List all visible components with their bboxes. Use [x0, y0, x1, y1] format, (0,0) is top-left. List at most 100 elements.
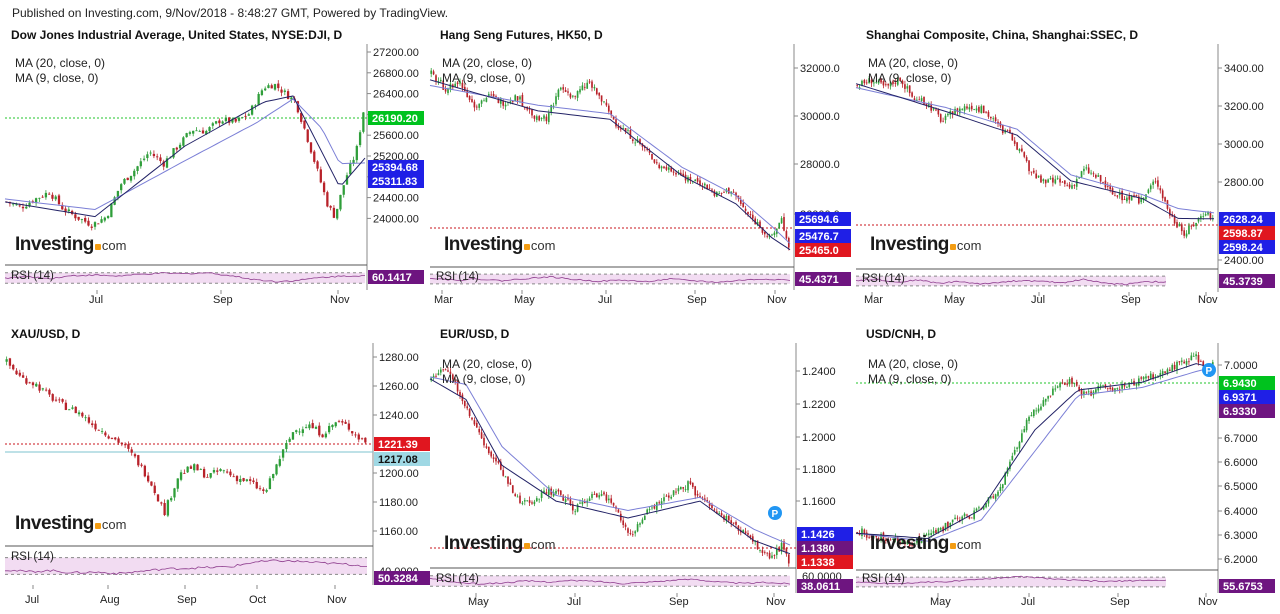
candle-body — [1023, 152, 1026, 157]
candle-body — [880, 78, 882, 83]
candle-body — [354, 434, 357, 436]
chart-svg-eurusd[interactable]: 1.24001.22001.20001.18001.160060.000038.… — [429, 327, 853, 612]
chart-panel-hk50[interactable]: 32000.030000.028000.026000.045.437125694… — [429, 28, 851, 306]
candle-body — [894, 537, 897, 540]
candle-body — [519, 96, 521, 100]
candle-body — [1121, 191, 1123, 201]
candle-body — [21, 206, 25, 209]
chart-svg-usdcnh[interactable]: 7.0000 6.7000 6.6000 6.5000 6.4000 6.3000 6.20… — [855, 327, 1276, 612]
candle-body — [295, 430, 298, 433]
candle-body — [442, 80, 445, 90]
candle-body — [543, 490, 545, 493]
candle-body — [471, 99, 473, 102]
chart-panel-ssec[interactable]: 3400.00 3200.00 3000.00 2800.00 2400.00 45.37… — [855, 28, 1276, 306]
candle-body — [447, 370, 449, 372]
candle-body — [1114, 388, 1116, 392]
candle-body — [595, 493, 598, 498]
chart-panel-usdcnh[interactable]: 7.0000 6.7000 6.6000 6.5000 6.4000 6.3000 6.20… — [855, 327, 1276, 612]
watermark-name: Investing — [870, 533, 949, 554]
chart-svg-xau[interactable]: 1280.00 1260.00 1240.00 1200.00 1180.00 1160.… — [5, 327, 430, 612]
watermark-dot — [94, 523, 101, 529]
chart-svg-dji[interactable]: 27200.0026800.0026400.0026000.0025600.00… — [4, 28, 425, 306]
candle-body — [718, 513, 721, 515]
candle-body — [696, 493, 699, 496]
rsi-value-badge — [795, 272, 851, 286]
candle-body — [28, 382, 31, 384]
candle-body — [499, 461, 502, 470]
candle-body — [861, 528, 863, 537]
price-badge-red — [374, 437, 430, 451]
candle-body — [703, 498, 706, 501]
candle-body — [564, 499, 567, 503]
candle-body — [133, 170, 136, 177]
watermark-name: Investing — [15, 513, 94, 534]
candle-body — [588, 498, 591, 502]
investing-watermark: Investing com — [444, 234, 555, 256]
candle-body — [997, 121, 999, 124]
candle-body — [337, 420, 341, 422]
candle-body — [521, 502, 524, 504]
rsi-band — [5, 272, 365, 284]
publish-pin-icon[interactable] — [1202, 363, 1216, 377]
candle-body — [999, 487, 1002, 491]
candle-body — [648, 509, 651, 511]
candle-body — [992, 496, 995, 498]
rsi-line — [429, 275, 791, 283]
candle-body — [258, 488, 262, 490]
candle-body — [1149, 185, 1152, 190]
rsi-line — [429, 577, 791, 585]
chart-panel-dji[interactable]: 27200.0026800.0026400.0026000.0025600.00… — [4, 28, 425, 306]
price-badge-text: 25311.83 — [372, 176, 417, 188]
price-badge-blue — [795, 229, 851, 243]
candle-body — [1176, 222, 1178, 228]
candle-body — [502, 470, 505, 476]
candle-body — [725, 516, 728, 521]
chart-svg-ssec[interactable]: 3400.00 3200.00 3000.00 2800.00 2400.00 45.37… — [855, 28, 1276, 306]
candle-body — [627, 528, 629, 533]
candle-body — [985, 503, 987, 508]
candle-body — [228, 117, 231, 123]
candle-body — [225, 471, 229, 473]
candle-body — [555, 490, 557, 494]
candle-body — [939, 114, 942, 122]
candle-body — [651, 153, 653, 160]
candle-body — [255, 481, 258, 489]
candle-body — [300, 113, 303, 122]
candle-body — [232, 476, 235, 478]
candle-body — [468, 409, 471, 416]
candle-body — [682, 173, 685, 177]
candle-body — [444, 89, 447, 92]
y-tick-label: 3400.00 — [1224, 63, 1264, 75]
price-badge-text: 25465.0 — [799, 245, 839, 257]
candle-body — [229, 471, 232, 476]
candle-body — [291, 432, 295, 440]
candle-body — [545, 116, 548, 122]
candle-body — [201, 130, 205, 134]
candle-body — [875, 535, 878, 538]
x-tick-label: Nov — [767, 294, 787, 306]
chart-panel-eurusd[interactable]: 1.2400 1.2200 1.2000 1.1800 1.1600 60.0000 38.… — [429, 327, 853, 612]
candle-body — [708, 503, 711, 506]
chart-svg-hk50[interactable]: 32000.030000.028000.026000.045.437125694… — [429, 28, 851, 306]
publish-pin-icon[interactable] — [768, 506, 782, 520]
price-badge-cyan — [374, 452, 430, 466]
candle-body — [1133, 195, 1135, 196]
candle-body — [660, 501, 663, 505]
candle-body — [1106, 186, 1109, 187]
candle-body — [747, 533, 749, 535]
candle-body — [342, 185, 345, 195]
candle-body — [533, 115, 536, 119]
candle-body — [123, 178, 126, 184]
x-tick-label: Sep — [669, 596, 689, 608]
candle-body — [1063, 180, 1066, 184]
candle-body — [588, 81, 591, 83]
candle-body — [966, 106, 968, 109]
candle-body — [780, 542, 783, 552]
price-badge-text: 1217.08 — [378, 454, 418, 466]
candle-body — [1128, 384, 1131, 388]
candle-body — [557, 89, 560, 97]
candle-body — [1180, 224, 1183, 232]
candle-body — [1078, 386, 1080, 392]
candle-body — [514, 494, 517, 496]
chart-panel-xau[interactable]: 1280.00 1260.00 1240.00 1200.00 1180.00 1160.… — [5, 327, 430, 612]
